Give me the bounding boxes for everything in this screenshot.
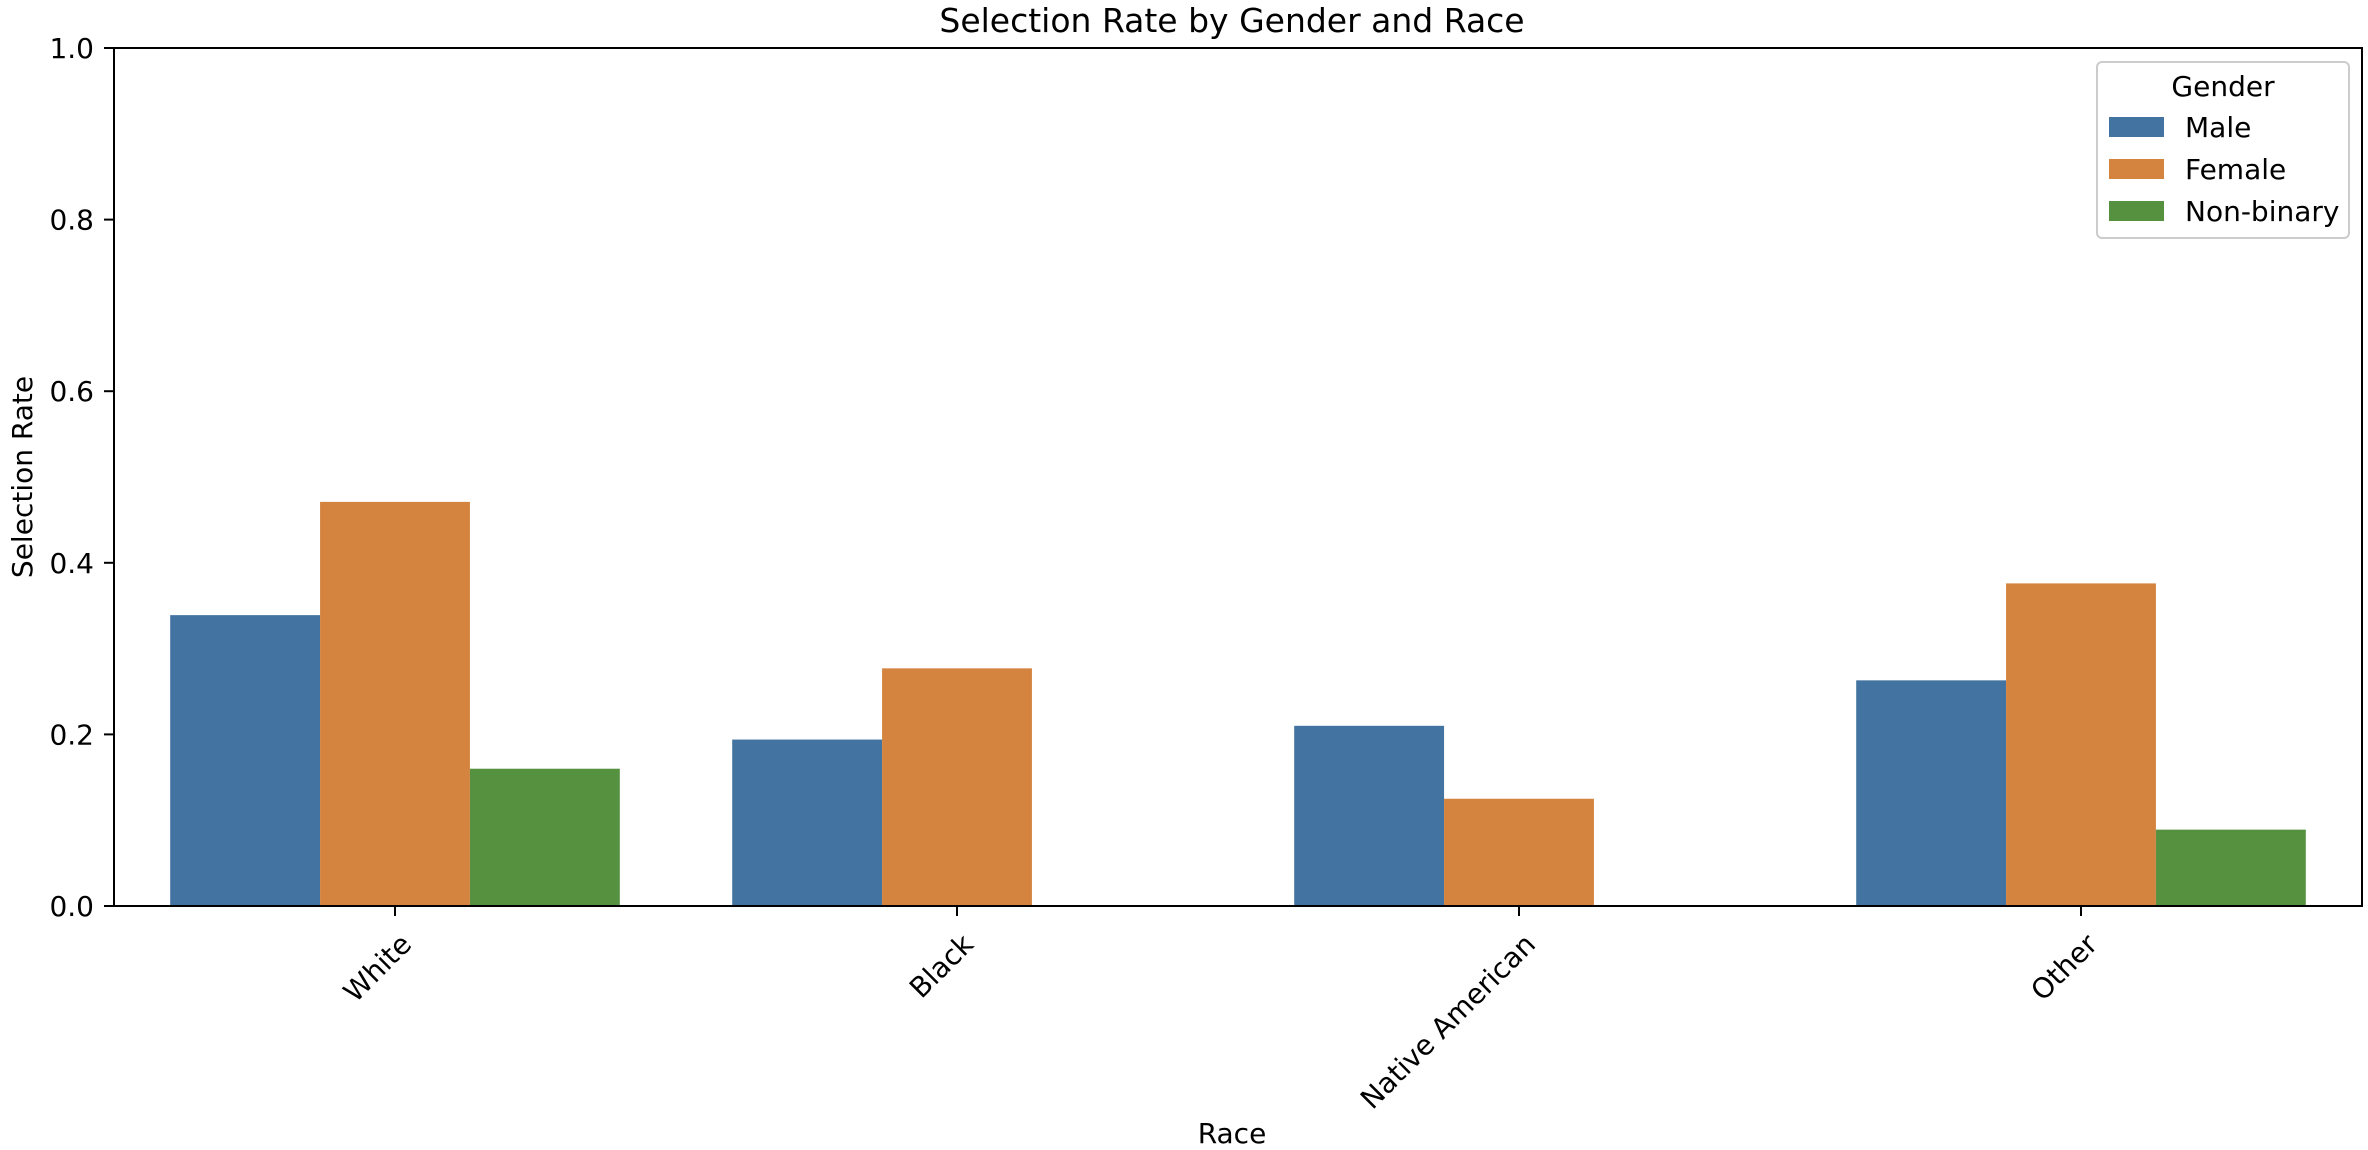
x-tick-label-native-american: Native American [1354,928,1542,1116]
bar-female-other [2006,583,2156,906]
bar-non-binary-white [469,768,620,906]
legend-title: Gender [2171,70,2275,103]
y-tick-label: 1.0 [49,32,94,65]
bar-male-other [1856,680,2007,906]
x-tick-label-other: Other [2024,927,2104,1007]
legend: Gender Male Female Non-binary [2096,61,2350,239]
y-tick-label: 0.0 [49,890,94,923]
legend-label-female: Female [2185,153,2286,186]
plot-frame [113,47,2363,907]
legend-swatch-non-binary [2109,201,2164,221]
bar-female-native-american [1444,798,1594,906]
y-axis-label: Selection Rate [6,376,39,578]
legend-label-male: Male [2185,111,2251,144]
x-tick-label-white: White [337,928,418,1009]
legend-swatch-female [2109,159,2164,179]
bar-male-native-american [1294,725,1445,906]
y-tick-label: 0.6 [49,375,94,408]
bar-non-binary-other [2155,829,2306,906]
legend-box [2096,61,2350,239]
chart-title: Selection Rate by Gender and Race [939,1,1524,40]
bar-male-black [732,739,883,906]
bar-male-white [170,615,321,906]
legend-swatch-male [2109,117,2164,137]
y-tick-label: 0.4 [49,547,94,580]
x-axis-label: Race [1198,1117,1267,1150]
legend-label-non-binary: Non-binary [2185,195,2339,228]
y-tick-label: 0.8 [49,204,94,237]
bar-female-black [882,668,1032,906]
x-tick-label-black: Black [903,927,980,1004]
bar-female-white [320,501,470,906]
bars-layer [170,501,2306,906]
y-tick-label: 0.2 [49,718,94,751]
